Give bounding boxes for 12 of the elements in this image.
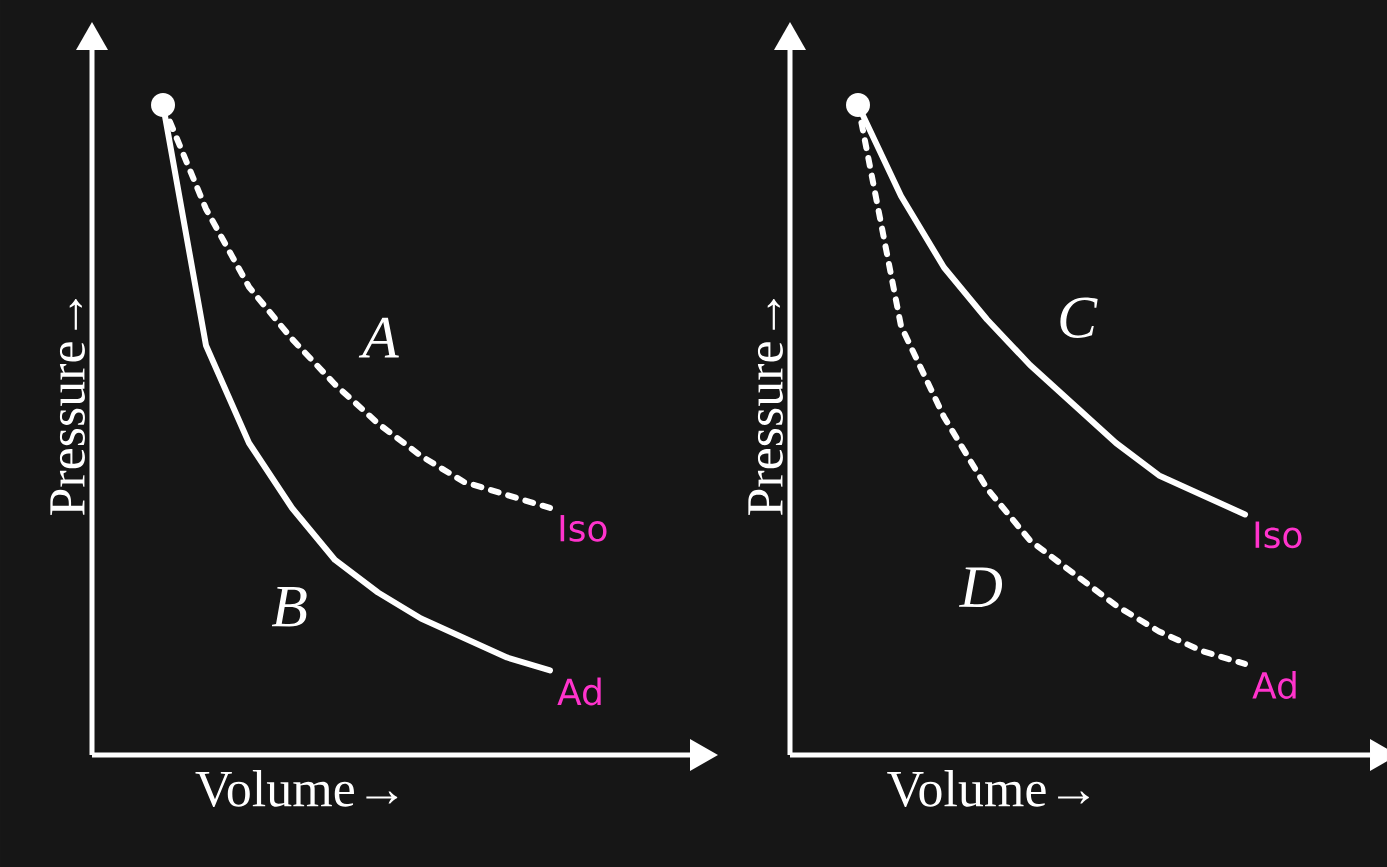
series-label: D — [958, 567, 1003, 607]
series-label: A — [358, 317, 399, 358]
y-axis-title: Pressure→ — [50, 299, 85, 516]
annotation: Ad — [1252, 671, 1296, 699]
series-label: B — [271, 587, 307, 627]
series-label: C — [1060, 297, 1098, 338]
y-axis-title: Pressure→ — [748, 299, 783, 516]
x-axis-title: Volume→ — [195, 770, 398, 807]
x-axis-title: Volume→ — [887, 770, 1089, 807]
annotation: Iso — [1255, 521, 1302, 549]
annotation: Iso — [560, 515, 607, 542]
annotation: Ad — [557, 677, 601, 706]
